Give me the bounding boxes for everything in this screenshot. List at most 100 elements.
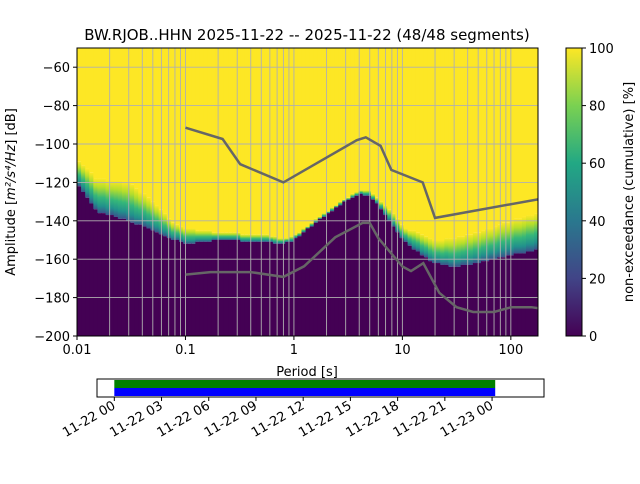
heatmap-cell-low bbox=[154, 232, 160, 336]
heatmap-cell-transition bbox=[276, 238, 282, 244]
heatmap-cell-transition bbox=[423, 236, 429, 258]
heatmap-cell-low bbox=[423, 257, 429, 336]
heatmap-cell-transition bbox=[268, 236, 274, 242]
heatmap-cell-transition bbox=[89, 172, 94, 204]
heatmap-cell-low bbox=[162, 236, 168, 336]
heatmap-cell-high bbox=[476, 48, 482, 233]
heatmap-cell-high bbox=[97, 48, 103, 179]
heatmap-cell-low bbox=[350, 197, 356, 336]
heatmap-cell-low bbox=[334, 207, 339, 336]
heatmap-cell-high bbox=[121, 48, 127, 183]
heatmap-cell-low bbox=[117, 218, 123, 336]
heatmap-cell-low bbox=[464, 264, 470, 336]
heatmap-cell-transition bbox=[379, 201, 384, 210]
heatmap-cell-transition bbox=[534, 213, 538, 250]
heatmap-cell-low bbox=[411, 249, 417, 336]
heatmap-cell-transition bbox=[468, 234, 474, 265]
heatmap-cell-low bbox=[293, 238, 298, 336]
timeline-tick-label: 11-22 12 bbox=[249, 398, 307, 440]
heatmap-cell-transition bbox=[505, 222, 511, 256]
heatmap-cell-low bbox=[407, 245, 413, 336]
heatmap-cell-high bbox=[391, 48, 396, 214]
heatmap-cell-transition bbox=[452, 238, 458, 267]
heatmap-cell-low bbox=[379, 209, 384, 336]
heatmap-cell-high bbox=[530, 48, 535, 216]
heatmap-cell-low bbox=[97, 213, 103, 336]
heatmap-cell-high bbox=[423, 48, 429, 237]
heatmap-cell-low bbox=[113, 216, 119, 336]
heatmap-cell-high bbox=[179, 48, 184, 227]
x-tick-label: 1 bbox=[290, 343, 298, 358]
timeline-tick-label: 11-22 18 bbox=[344, 398, 402, 440]
heatmap-cell-high bbox=[293, 48, 298, 235]
heatmap-cell-high bbox=[403, 48, 409, 229]
heatmap-cell-transition bbox=[472, 232, 478, 264]
heatmap-cell-high bbox=[297, 48, 303, 233]
heatmap-cell-low bbox=[370, 199, 376, 336]
heatmap-cell-low bbox=[452, 266, 458, 336]
heatmap-cell-high bbox=[207, 48, 213, 231]
heatmap-cell-low bbox=[77, 186, 82, 336]
heatmap-cell-low bbox=[530, 251, 535, 336]
heatmap-cell-transition bbox=[460, 236, 466, 265]
heatmap-cell-high bbox=[130, 48, 135, 185]
heatmap-cell-high bbox=[497, 48, 503, 225]
heatmap-cell-low bbox=[264, 241, 270, 336]
heatmap-cell-transition bbox=[464, 234, 470, 265]
heatmap-cell-low bbox=[256, 241, 262, 336]
heatmap-cell-transition bbox=[256, 234, 262, 242]
heatmap-cell-transition bbox=[525, 215, 531, 252]
heatmap-cell-low bbox=[346, 199, 352, 336]
heatmap-cell-low bbox=[366, 195, 372, 336]
heatmap-cell-transition bbox=[293, 234, 298, 239]
colorbar-tick-label: 0 bbox=[589, 330, 597, 345]
y-tick-label: −200 bbox=[34, 330, 70, 345]
heatmap-cell-low bbox=[301, 232, 307, 336]
heatmap-cell-low bbox=[525, 251, 531, 336]
heatmap-cell-transition bbox=[427, 238, 433, 262]
heatmap-cell-high bbox=[264, 48, 270, 235]
heatmap-cell-high bbox=[362, 48, 368, 191]
heatmap-cell-transition bbox=[448, 238, 454, 267]
heatmap-cell-high bbox=[223, 48, 229, 233]
colorbar bbox=[565, 47, 583, 337]
heatmap-cell-high bbox=[485, 48, 490, 229]
heatmap-cell-low bbox=[403, 241, 409, 336]
x-tick-label: 100 bbox=[498, 343, 523, 358]
heatmap-cell-low bbox=[305, 228, 311, 336]
heatmap-cell-transition bbox=[334, 205, 339, 208]
heatmap-cell-transition bbox=[297, 232, 303, 237]
heatmap-cell-transition bbox=[146, 197, 152, 229]
noise-models bbox=[185, 126, 538, 314]
heatmap-cell-transition bbox=[309, 222, 315, 227]
heatmap-cell-transition bbox=[358, 190, 364, 194]
heatmap-cell-high bbox=[505, 48, 511, 223]
heatmap-cell-transition bbox=[101, 178, 107, 214]
y-tick-label: −180 bbox=[34, 292, 70, 307]
heatmap-cell-high bbox=[166, 48, 172, 219]
colorbar-tick-label: 40 bbox=[589, 215, 606, 230]
heatmap-cell-high bbox=[305, 48, 311, 227]
x-axis-label: Period [s] bbox=[276, 365, 338, 380]
heatmap-cell-low bbox=[472, 263, 478, 336]
heatmap-cell-high bbox=[195, 48, 201, 231]
heatmap-cell-high bbox=[464, 48, 470, 235]
heatmap-cell-transition bbox=[154, 205, 160, 233]
heatmap-cell-low bbox=[317, 218, 323, 336]
heatmap-cell-transition bbox=[354, 192, 360, 196]
heatmap-cell-low bbox=[342, 201, 347, 336]
heatmap-cell-low bbox=[81, 192, 86, 336]
heatmap-cell-low bbox=[456, 266, 462, 336]
heatmap-cell-high bbox=[354, 48, 360, 192]
heatmap-cell-high bbox=[289, 48, 294, 237]
heatmap-cell-high bbox=[244, 48, 250, 235]
heatmap-cell-transition bbox=[509, 220, 515, 256]
heatmap-cell-low bbox=[330, 211, 335, 336]
heatmap-cell-low bbox=[260, 241, 266, 336]
heatmap-cell-transition bbox=[501, 222, 507, 258]
heatmap-cell-low bbox=[207, 241, 213, 336]
plot-frame bbox=[76, 47, 539, 337]
heatmap-cell-transition bbox=[366, 190, 372, 196]
heatmap-cell-transition bbox=[517, 218, 523, 254]
